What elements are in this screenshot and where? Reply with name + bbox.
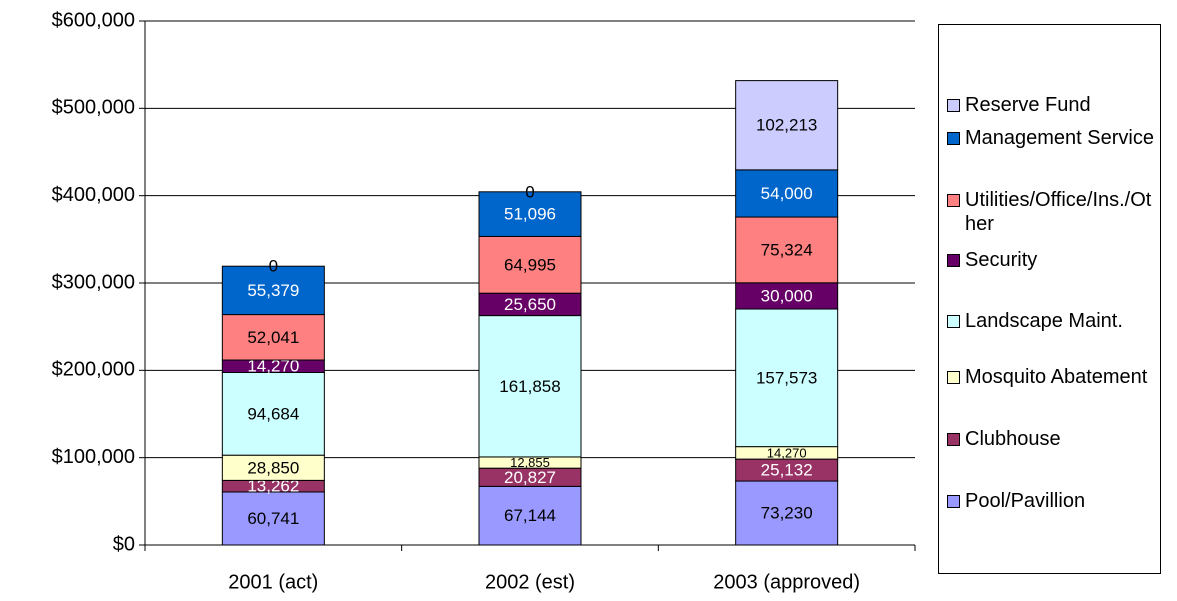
- data-label: 14,270: [247, 357, 299, 376]
- legend-item: Clubhouse: [947, 427, 1161, 451]
- data-label: 157,573: [756, 368, 817, 387]
- legend-swatch: [947, 495, 960, 508]
- data-label: 13,262: [247, 477, 299, 496]
- bar-segment: [221, 314, 325, 361]
- legend-swatch: [947, 254, 960, 267]
- data-label: 73,230: [761, 504, 813, 523]
- x-tick-label: 2002 (est): [485, 571, 575, 593]
- legend-label: Clubhouse: [965, 428, 1061, 450]
- legend-item: Pool/Pavillion: [947, 489, 1161, 513]
- data-label: 55,379: [247, 281, 299, 300]
- bar-segment: [735, 308, 839, 448]
- legend-swatch: [947, 371, 960, 384]
- legend-label: Utilities/Office/Ins./Other: [965, 189, 1152, 235]
- data-label: 12,855: [510, 455, 550, 470]
- legend-label: Management Service: [965, 127, 1154, 149]
- data-label: 54,000: [761, 184, 813, 203]
- legend-item: Management Service: [947, 126, 1161, 150]
- bar-segment: [735, 282, 839, 310]
- data-label: 0: [269, 257, 278, 276]
- bar-segment: [478, 485, 582, 546]
- legend-item: Security: [947, 248, 1161, 272]
- bar-segment: [221, 265, 325, 316]
- x-tick-label: 2001 (act): [228, 571, 318, 593]
- legend-item: Reserve Fund: [947, 93, 1161, 117]
- legend-swatch: [947, 99, 960, 112]
- x-tick-label: 2003 (approved): [713, 571, 860, 593]
- data-label: 20,827: [504, 468, 556, 487]
- data-label: 161,858: [499, 377, 560, 396]
- data-label: 94,684: [247, 404, 299, 423]
- legend-item: Utilities/Office/Ins./Other: [947, 188, 1161, 236]
- data-label: 30,000: [761, 286, 813, 305]
- legend-swatch: [947, 315, 960, 328]
- data-label: 67,144: [504, 506, 556, 525]
- data-label: 25,132: [761, 461, 813, 480]
- legend: Reserve Fund Management Service Utilities/…: [938, 24, 1161, 574]
- bar-segment: [478, 235, 582, 294]
- bar-segment: [221, 371, 325, 456]
- legend-item: Landscape Maint.: [947, 309, 1161, 333]
- y-tick-label: $400,000: [52, 184, 135, 206]
- y-tick-label: $100,000: [52, 446, 135, 468]
- bar-segment: [735, 80, 839, 171]
- data-label: 75,324: [761, 240, 813, 259]
- legend-item: Mosquito Abatement: [947, 365, 1161, 389]
- legend-swatch: [947, 433, 960, 446]
- legend-label: Pool/Pavillion: [965, 490, 1086, 512]
- legend-label: Reserve Fund: [965, 94, 1091, 116]
- bar-segment: [221, 491, 325, 546]
- y-tick-label: $200,000: [52, 359, 135, 381]
- bar-segment: [478, 191, 582, 237]
- data-label: 14,270: [767, 445, 807, 460]
- legend-label: Mosquito Abatement: [965, 366, 1148, 388]
- data-label: 25,650: [504, 295, 556, 314]
- bar-segment: [478, 315, 582, 458]
- legend-label: Security: [965, 249, 1038, 271]
- data-label: 102,213: [756, 116, 817, 135]
- data-label: 51,096: [504, 205, 556, 224]
- data-label: 60,741: [247, 509, 299, 528]
- bar-segment: [221, 454, 325, 481]
- legend-swatch: [947, 132, 960, 145]
- bar-segment: [735, 480, 839, 546]
- y-tick-label: $500,000: [52, 97, 135, 119]
- y-tick-label: $0: [113, 533, 135, 555]
- y-tick-label: $300,000: [52, 271, 135, 293]
- data-label: 64,995: [504, 255, 556, 274]
- bar-segment: [735, 169, 839, 218]
- data-label: 28,850: [247, 458, 299, 477]
- data-label: 52,041: [247, 328, 299, 347]
- legend-label: Landscape Maint.: [965, 310, 1123, 332]
- data-label: 0: [525, 182, 534, 201]
- legend-swatch: [947, 194, 960, 207]
- y-tick-label: $600,000: [52, 9, 135, 31]
